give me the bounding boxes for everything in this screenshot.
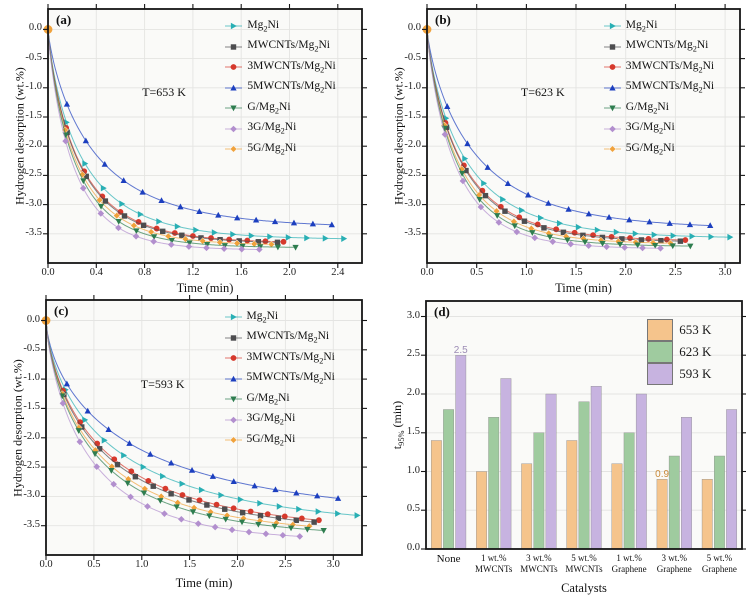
svg-text:0.9: 0.9 [655, 469, 669, 480]
svg-text:2.5: 2.5 [454, 345, 468, 356]
